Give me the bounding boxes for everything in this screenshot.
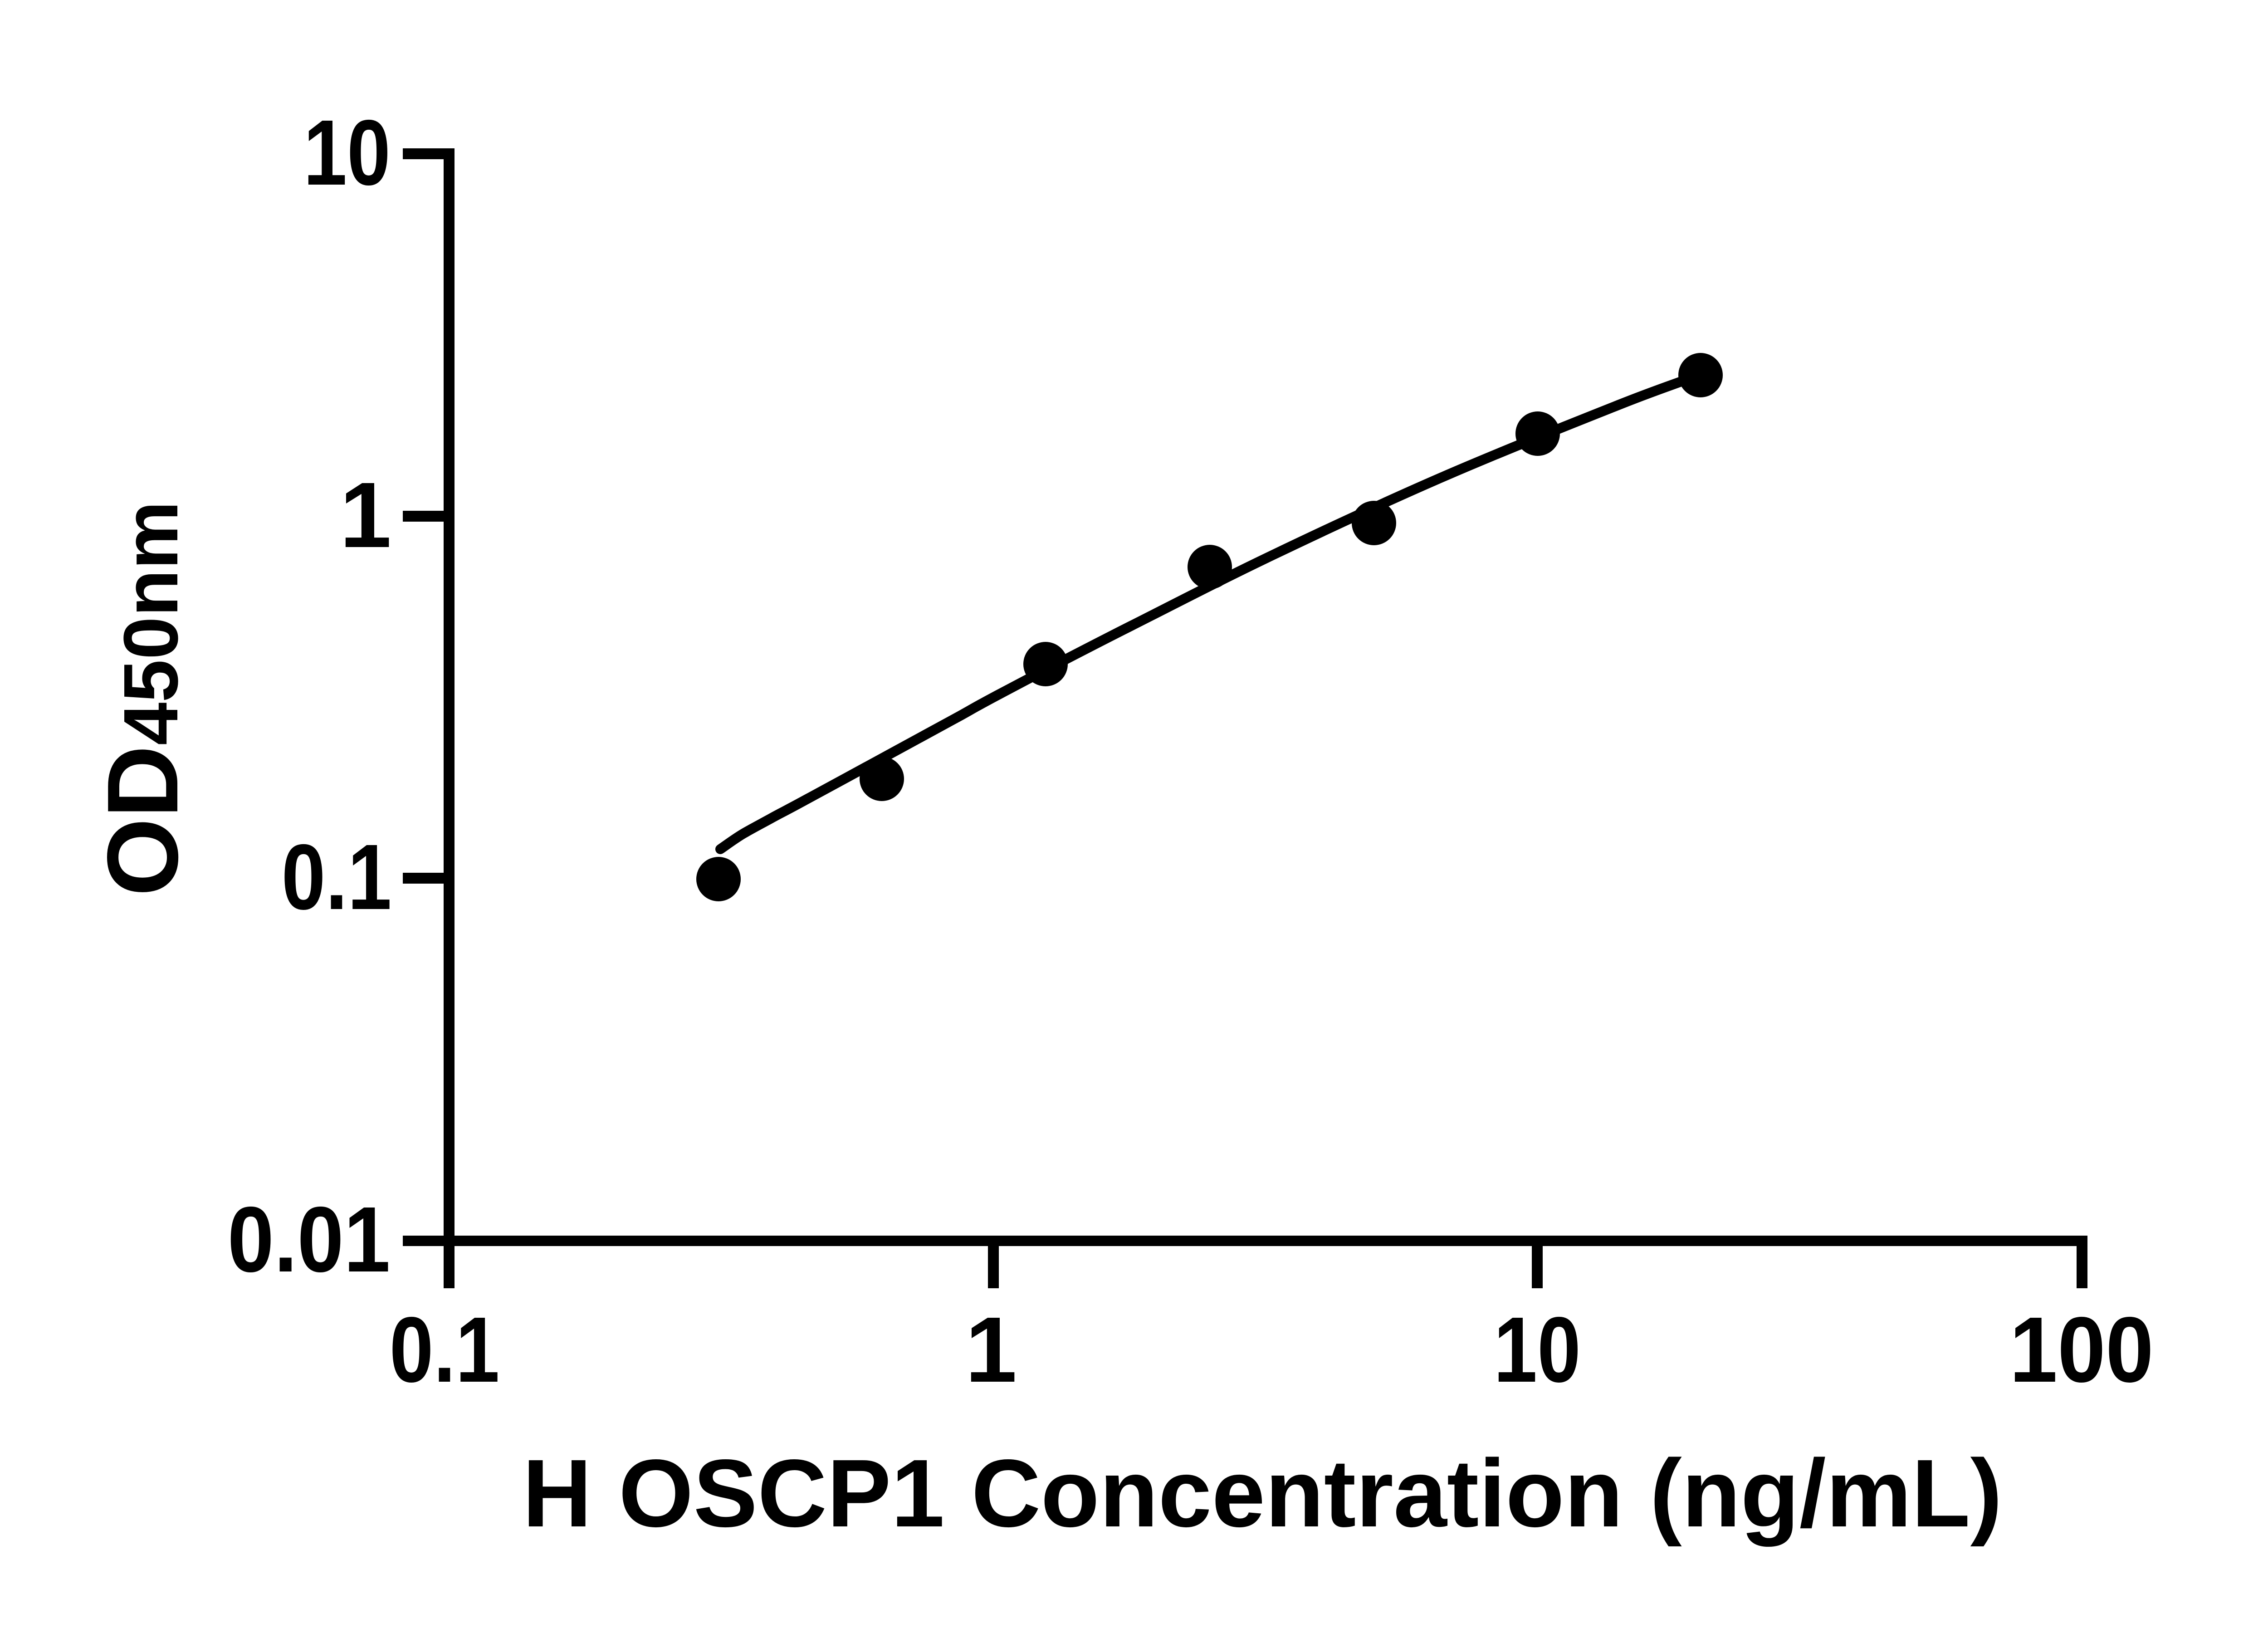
svg-text:H OSCP1 Concentration (ng/mL): H OSCP1 Concentration (ng/mL) (523, 1439, 2003, 1547)
svg-text:1: 1 (340, 463, 391, 567)
svg-text:0.1: 0.1 (390, 1298, 500, 1402)
svg-text:0.01: 0.01 (228, 1188, 391, 1291)
svg-text:100: 100 (2009, 1298, 2154, 1402)
svg-text:OD450nm: OD450nm (87, 501, 199, 896)
svg-text:0.1: 0.1 (282, 825, 392, 929)
svg-text:10: 10 (1494, 1298, 1581, 1402)
svg-text:10: 10 (303, 101, 391, 205)
svg-text:1: 1 (965, 1298, 1017, 1402)
